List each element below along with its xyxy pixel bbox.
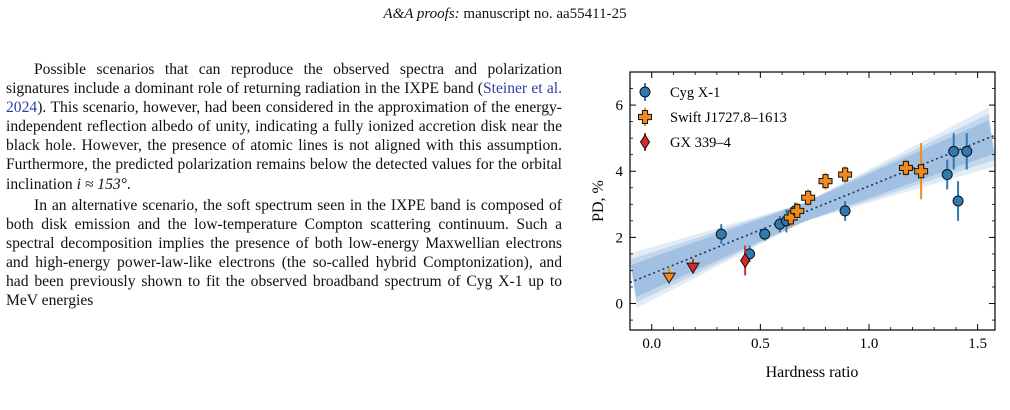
cyg-x1-point-11: [961, 145, 973, 157]
cyg-x1-point-9: [948, 145, 960, 157]
swift-point-7: [914, 164, 929, 179]
x-axis-label: Hardness ratio: [766, 364, 859, 381]
y-tick-label: 6: [616, 98, 624, 114]
x-tick-label: 0.0: [642, 336, 661, 352]
swift-point-3: [801, 190, 816, 205]
cyg-x1-point-10: [952, 195, 964, 207]
text-column: Possible scenarios that can reproduce th…: [6, 60, 562, 310]
manuscript-number: manuscript no. aa55411-25: [463, 6, 627, 22]
pd-vs-hardness-figure: 0.0 0.5 1.0 1.5 0 2 4 6 Hardness ratio PD, % Cy…: [590, 71, 996, 381]
journal-name: A&A proofs:: [383, 6, 460, 22]
running-header: A&A proofs: manuscript no. aa55411-25: [0, 6, 1010, 23]
legend-cyg-marker: [639, 86, 651, 98]
axis-ticks: 0.0 0.5 1.0 1.5 0 2 4 6: [616, 71, 995, 352]
swift-point-1: [783, 210, 798, 225]
paragraph-text: .: [126, 175, 131, 193]
x-tick-label: 1.5: [968, 336, 987, 352]
cyg-x1-point-1: [715, 228, 727, 240]
gx339-point-1: [740, 252, 751, 269]
y-axis-label: PD, %: [590, 180, 607, 222]
swift-point-6: [898, 160, 913, 175]
swift-point-5: [838, 167, 853, 182]
data-markers: [662, 133, 973, 285]
y-tick-label: 0: [616, 297, 624, 313]
swift-point-2: [790, 203, 805, 218]
swift-point-4: [818, 174, 833, 189]
citation-link-steiner-2024[interactable]: Steiner et al. 2024: [6, 80, 563, 117]
legend-label-1: Cyg X-1: [670, 85, 720, 101]
cyg-x1-point-3: [759, 228, 771, 240]
legend-label-3: GX 339–4: [670, 135, 732, 151]
cyg-x1-point-8: [941, 169, 953, 181]
legend-swift-marker: [638, 110, 652, 124]
plot-frame: [629, 71, 996, 331]
x-tick-label: 0.5: [751, 336, 770, 352]
x-tick-label: 1.0: [860, 336, 879, 352]
y-tick-label: 4: [616, 164, 624, 180]
fit-band-layer-1: [630, 107, 995, 309]
cyg-x1-point-7: [839, 205, 851, 217]
fit-line: [630, 134, 995, 284]
swift-upper-limit-1: [662, 272, 676, 285]
legend: Cyg X-1 Swift J1727.8–1613 GX 339–4: [638, 83, 787, 151]
paragraph-alternative-scenario: In an alternative scenario, the soft spe…: [6, 196, 562, 310]
legend-label-2: Swift J1727.8–1613: [670, 110, 787, 126]
paragraph-text: Possible scenarios that can reproduce th…: [6, 61, 562, 98]
paragraph-text: ). This scenario, however, had been cons…: [6, 99, 562, 193]
y-tick-label: 2: [616, 230, 624, 246]
paragraph-returning-radiation: Possible scenarios that can reproduce th…: [6, 60, 562, 194]
inclination-math: i ≈ 153°: [76, 175, 127, 193]
legend-gx-marker: [639, 134, 651, 150]
gx339-upper-limit-1: [686, 262, 700, 275]
